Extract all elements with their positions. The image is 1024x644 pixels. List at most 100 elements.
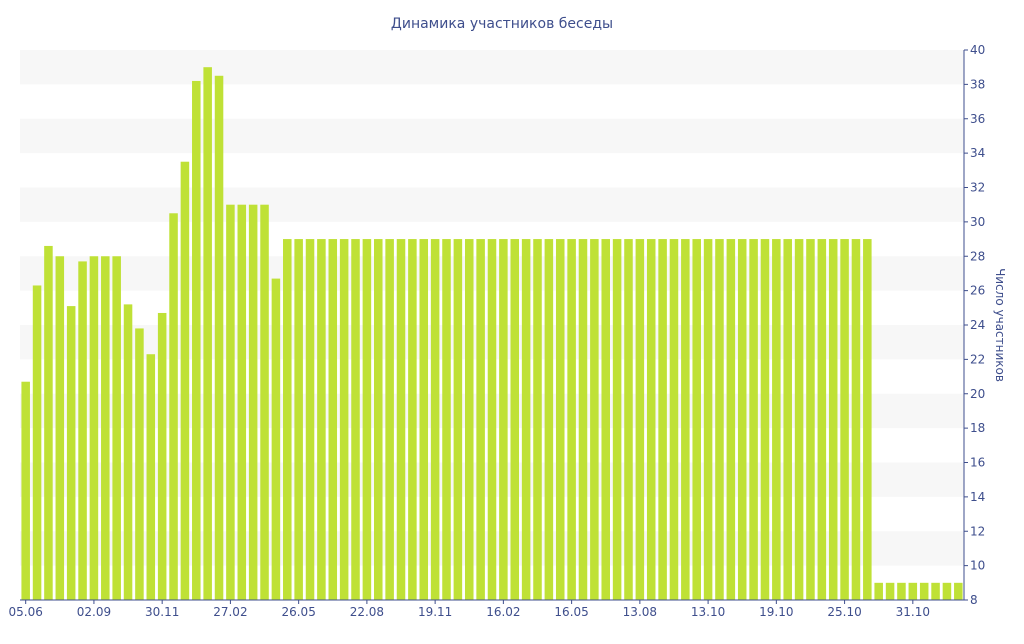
bar[interactable] [874, 582, 883, 600]
bar[interactable] [510, 239, 520, 600]
x-tick-label: 26.05 [281, 605, 315, 619]
bar[interactable] [715, 239, 724, 600]
bar[interactable] [226, 204, 235, 600]
x-tick-label: 22.08 [350, 605, 384, 619]
bar[interactable] [612, 239, 622, 600]
y-tick-label: 14 [970, 490, 985, 504]
bar[interactable] [567, 239, 576, 600]
bar[interactable] [78, 261, 87, 600]
bar[interactable] [157, 312, 167, 600]
bar[interactable] [658, 239, 667, 600]
x-tick-label: 05.06 [9, 605, 43, 619]
bar[interactable] [828, 239, 838, 600]
bar[interactable] [772, 239, 781, 600]
bar[interactable] [487, 239, 497, 600]
bar[interactable] [317, 239, 326, 600]
bar[interactable] [328, 239, 338, 600]
bar[interactable] [590, 239, 599, 600]
bar[interactable] [339, 239, 349, 600]
bar[interactable] [521, 239, 531, 600]
y-tick-label: 30 [970, 215, 985, 229]
bar[interactable] [351, 239, 360, 600]
bar[interactable] [430, 239, 440, 600]
bar[interactable] [533, 239, 542, 600]
bar[interactable] [294, 239, 303, 600]
bar[interactable] [419, 239, 429, 600]
bar[interactable] [601, 239, 610, 600]
bar[interactable] [101, 256, 110, 600]
bar[interactable] [863, 239, 872, 600]
bar[interactable] [283, 239, 292, 600]
bar[interactable] [931, 582, 940, 600]
bar[interactable] [192, 80, 201, 600]
bar[interactable] [453, 239, 463, 600]
bar[interactable] [555, 239, 565, 600]
bar[interactable] [840, 239, 849, 600]
bar[interactable] [476, 239, 485, 600]
y-tick-label: 40 [970, 43, 985, 57]
bar[interactable] [624, 239, 633, 600]
x-tick-label: 16.02 [486, 605, 520, 619]
x-tick-label: 13.10 [691, 605, 725, 619]
bar[interactable] [44, 245, 53, 600]
bar[interactable] [66, 306, 76, 600]
bar[interactable] [214, 75, 224, 600]
bar[interactable] [646, 239, 656, 600]
bar[interactable] [146, 354, 156, 600]
bar[interactable] [32, 285, 42, 600]
chart-title: Динамика участников беседы [391, 16, 613, 32]
grid-band [20, 187, 964, 222]
bar[interactable] [726, 239, 736, 600]
bar[interactable] [908, 582, 918, 600]
bar[interactable] [464, 239, 474, 600]
bar[interactable] [21, 381, 30, 600]
bar[interactable] [851, 239, 861, 600]
bar[interactable] [248, 204, 258, 600]
bar[interactable] [578, 239, 588, 600]
bar[interactable] [89, 256, 99, 600]
bar[interactable] [442, 239, 451, 600]
bar[interactable] [954, 582, 963, 600]
bar[interactable] [55, 256, 65, 600]
x-ticks: 05.06 02.09 30.11 27.02 26.05 22.08 19.11 16.02… [9, 600, 930, 619]
bar[interactable] [305, 239, 315, 600]
bar[interactable] [374, 239, 383, 600]
bar[interactable] [783, 239, 792, 600]
bar[interactable] [806, 239, 815, 600]
bar[interactable] [260, 204, 269, 600]
x-tick-label: 02.09 [77, 605, 111, 619]
bar[interactable] [203, 67, 212, 600]
bar[interactable] [635, 239, 645, 600]
bar[interactable] [794, 239, 804, 600]
bar[interactable] [112, 256, 121, 600]
bar[interactable] [737, 239, 747, 600]
bar[interactable] [408, 239, 417, 600]
bar[interactable] [942, 582, 952, 600]
bar[interactable] [499, 239, 508, 600]
bar[interactable] [760, 239, 770, 600]
bar[interactable] [396, 239, 406, 600]
x-tick-label: 30.11 [145, 605, 179, 619]
bar[interactable] [123, 304, 133, 601]
bar[interactable] [544, 239, 554, 600]
bar[interactable] [169, 213, 178, 600]
x-tick-label: 19.11 [418, 605, 452, 619]
bar[interactable] [271, 278, 281, 600]
bar[interactable] [237, 204, 247, 600]
bar[interactable] [817, 239, 827, 600]
bar[interactable] [749, 239, 758, 600]
bar[interactable] [180, 161, 190, 600]
bar[interactable] [703, 239, 713, 600]
bar[interactable] [885, 582, 895, 600]
bar[interactable] [681, 239, 690, 600]
bar[interactable] [692, 239, 701, 600]
bar[interactable] [897, 582, 906, 600]
bar[interactable] [919, 582, 929, 600]
bar[interactable] [385, 239, 394, 600]
bar[interactable] [669, 239, 679, 600]
bar[interactable] [135, 328, 144, 600]
bar[interactable] [362, 239, 372, 600]
y-tick-label: 28 [970, 249, 985, 263]
